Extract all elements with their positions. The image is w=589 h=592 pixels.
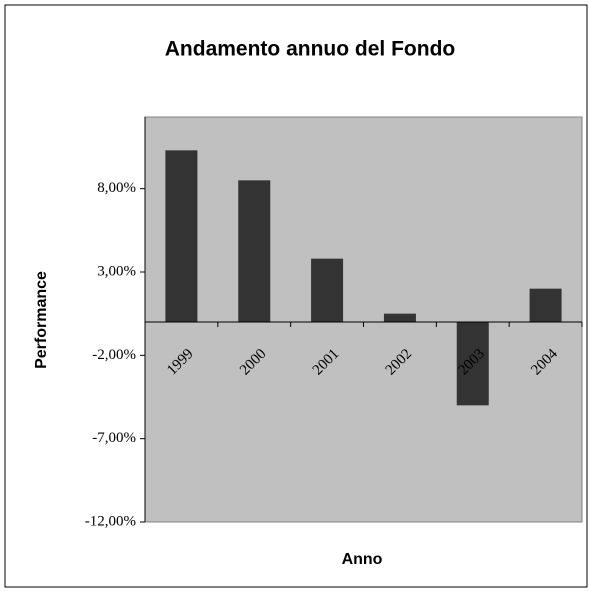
x-axis-label: Anno (342, 551, 383, 568)
y-axis-label: Performance (33, 271, 50, 369)
chart-title: Andamento annuo del Fondo (165, 38, 455, 61)
plot-area (144, 116, 583, 523)
y-tick-label: 3,00% (97, 263, 136, 279)
y-tick-label: -7,00% (92, 430, 136, 446)
y-tick-label: -2,00% (92, 347, 136, 363)
y-tick-label: 8,00% (97, 180, 136, 196)
bar (383, 313, 416, 322)
bar (456, 322, 489, 406)
bar (238, 180, 271, 322)
y-tick-label: -12,00% (85, 513, 136, 529)
bar (529, 288, 562, 322)
bar (311, 258, 344, 322)
bar (165, 150, 198, 322)
